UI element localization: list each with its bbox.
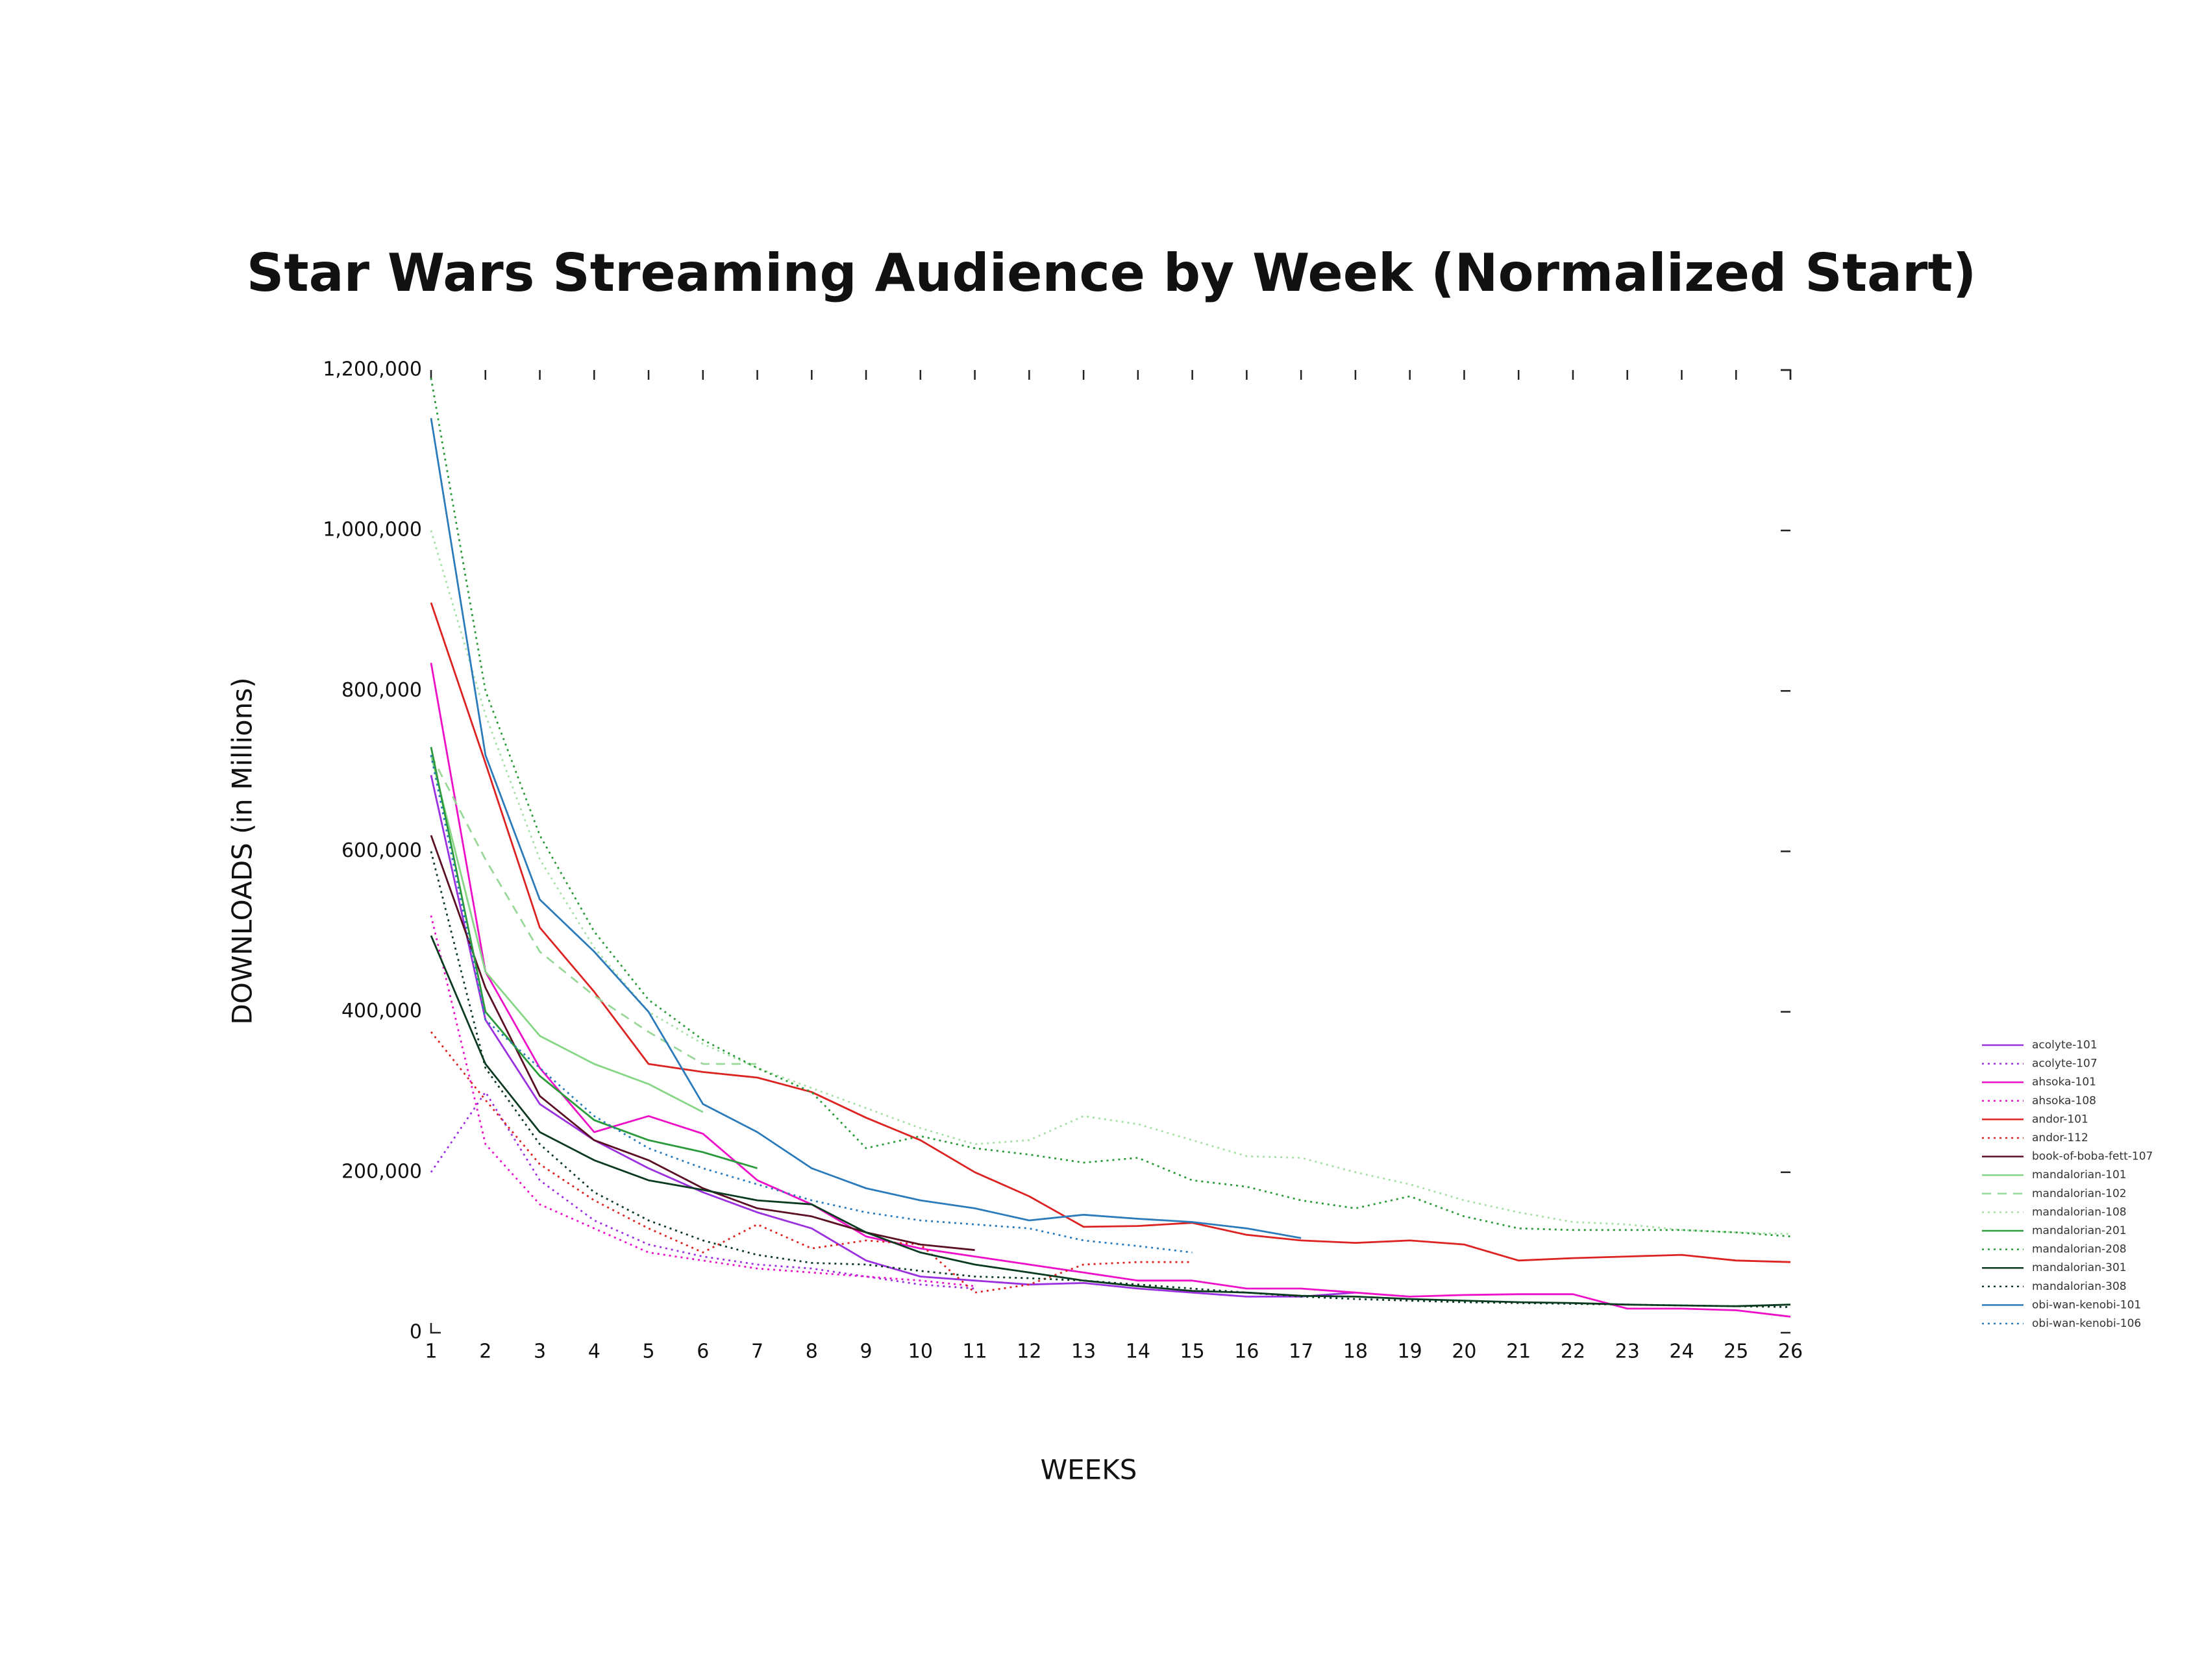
x-tick-label: 9 bbox=[860, 1340, 873, 1363]
y-tick-label: 600,000 bbox=[341, 839, 422, 862]
x-tick-label: 4 bbox=[588, 1340, 600, 1363]
legend-label: obi-wan-kenobi-106 bbox=[2032, 1317, 2141, 1330]
legend-label: andor-101 bbox=[2032, 1113, 2088, 1126]
legend-label: andor-112 bbox=[2032, 1131, 2088, 1144]
series-line bbox=[430, 1031, 1193, 1294]
legend-label: mandalorian-201 bbox=[2032, 1224, 2127, 1237]
x-tick-label: 5 bbox=[642, 1340, 654, 1363]
series-line bbox=[430, 747, 758, 1170]
x-tick-label: 17 bbox=[1289, 1340, 1313, 1363]
series-line bbox=[430, 754, 758, 1065]
x-tick-label: 14 bbox=[1126, 1340, 1150, 1363]
legend-label: acolyte-107 bbox=[2032, 1057, 2098, 1070]
x-tick-label: 13 bbox=[1071, 1340, 1096, 1363]
series-line bbox=[430, 915, 975, 1287]
legend-label: mandalorian-102 bbox=[2032, 1187, 2127, 1200]
x-tick-label: 18 bbox=[1343, 1340, 1368, 1363]
legend-label: book-of-boba-fett-107 bbox=[2032, 1150, 2153, 1163]
x-tick-label: 6 bbox=[697, 1340, 709, 1363]
x-tick-label: 22 bbox=[1561, 1340, 1585, 1363]
series-line bbox=[430, 835, 975, 1252]
series-line bbox=[430, 417, 1302, 1239]
x-tick-label: 3 bbox=[534, 1340, 546, 1363]
legend-label: mandalorian-308 bbox=[2032, 1280, 2127, 1293]
x-tick-label: 10 bbox=[908, 1340, 933, 1363]
x-tick-label: 20 bbox=[1452, 1340, 1476, 1363]
y-tick-label: 0 bbox=[410, 1321, 422, 1344]
series-line bbox=[430, 774, 1356, 1298]
x-tick-label: 25 bbox=[1724, 1340, 1748, 1363]
legend-label: ahsoka-101 bbox=[2032, 1076, 2096, 1089]
x-axis-label: WEEKS bbox=[1041, 1454, 1137, 1486]
series-line bbox=[430, 662, 1791, 1318]
y-tick-label: 400,000 bbox=[341, 1000, 422, 1022]
series-line bbox=[430, 378, 1791, 1238]
series-line bbox=[430, 754, 704, 1113]
x-tick-label: 21 bbox=[1506, 1340, 1531, 1363]
series-line bbox=[430, 851, 1791, 1308]
legend-label: mandalorian-108 bbox=[2032, 1205, 2127, 1218]
x-tick-label: 11 bbox=[963, 1340, 987, 1363]
y-tick-label: 1,200,000 bbox=[323, 358, 422, 381]
legend-label: obi-wan-kenobi-101 bbox=[2032, 1298, 2141, 1311]
y-tick-label: 1,000,000 bbox=[323, 519, 422, 541]
legend-label: ahsoka-108 bbox=[2032, 1094, 2096, 1107]
chart-title: Star Wars Streaming Audience by Week (No… bbox=[247, 243, 1977, 303]
y-tick-label: 800,000 bbox=[341, 679, 422, 702]
x-tick-label: 26 bbox=[1778, 1340, 1803, 1363]
x-tick-label: 12 bbox=[1017, 1340, 1041, 1363]
x-tick-label: 15 bbox=[1180, 1340, 1205, 1363]
series-line bbox=[430, 602, 1791, 1263]
legend-label: mandalorian-101 bbox=[2032, 1168, 2127, 1181]
y-tick-label: 200,000 bbox=[341, 1160, 422, 1183]
x-tick-label: 7 bbox=[751, 1340, 763, 1363]
series-line bbox=[430, 754, 1193, 1254]
x-tick-label: 2 bbox=[479, 1340, 491, 1363]
series-line bbox=[430, 530, 1791, 1235]
x-tick-label: 24 bbox=[1669, 1340, 1694, 1363]
x-tick-label: 8 bbox=[806, 1340, 818, 1363]
legend-label: mandalorian-208 bbox=[2032, 1243, 2127, 1256]
x-tick-label: 16 bbox=[1234, 1340, 1259, 1363]
legend-label: mandalorian-301 bbox=[2032, 1261, 2127, 1274]
legend-label: acolyte-101 bbox=[2032, 1039, 2098, 1052]
axis-corner bbox=[1781, 369, 1792, 380]
axis-corner bbox=[430, 1323, 441, 1334]
y-axis-label: DOWNLOADS (in Millions) bbox=[227, 677, 258, 1024]
x-tick-label: 23 bbox=[1615, 1340, 1640, 1363]
x-tick-label: 1 bbox=[425, 1340, 437, 1363]
x-tick-label: 19 bbox=[1398, 1340, 1422, 1363]
